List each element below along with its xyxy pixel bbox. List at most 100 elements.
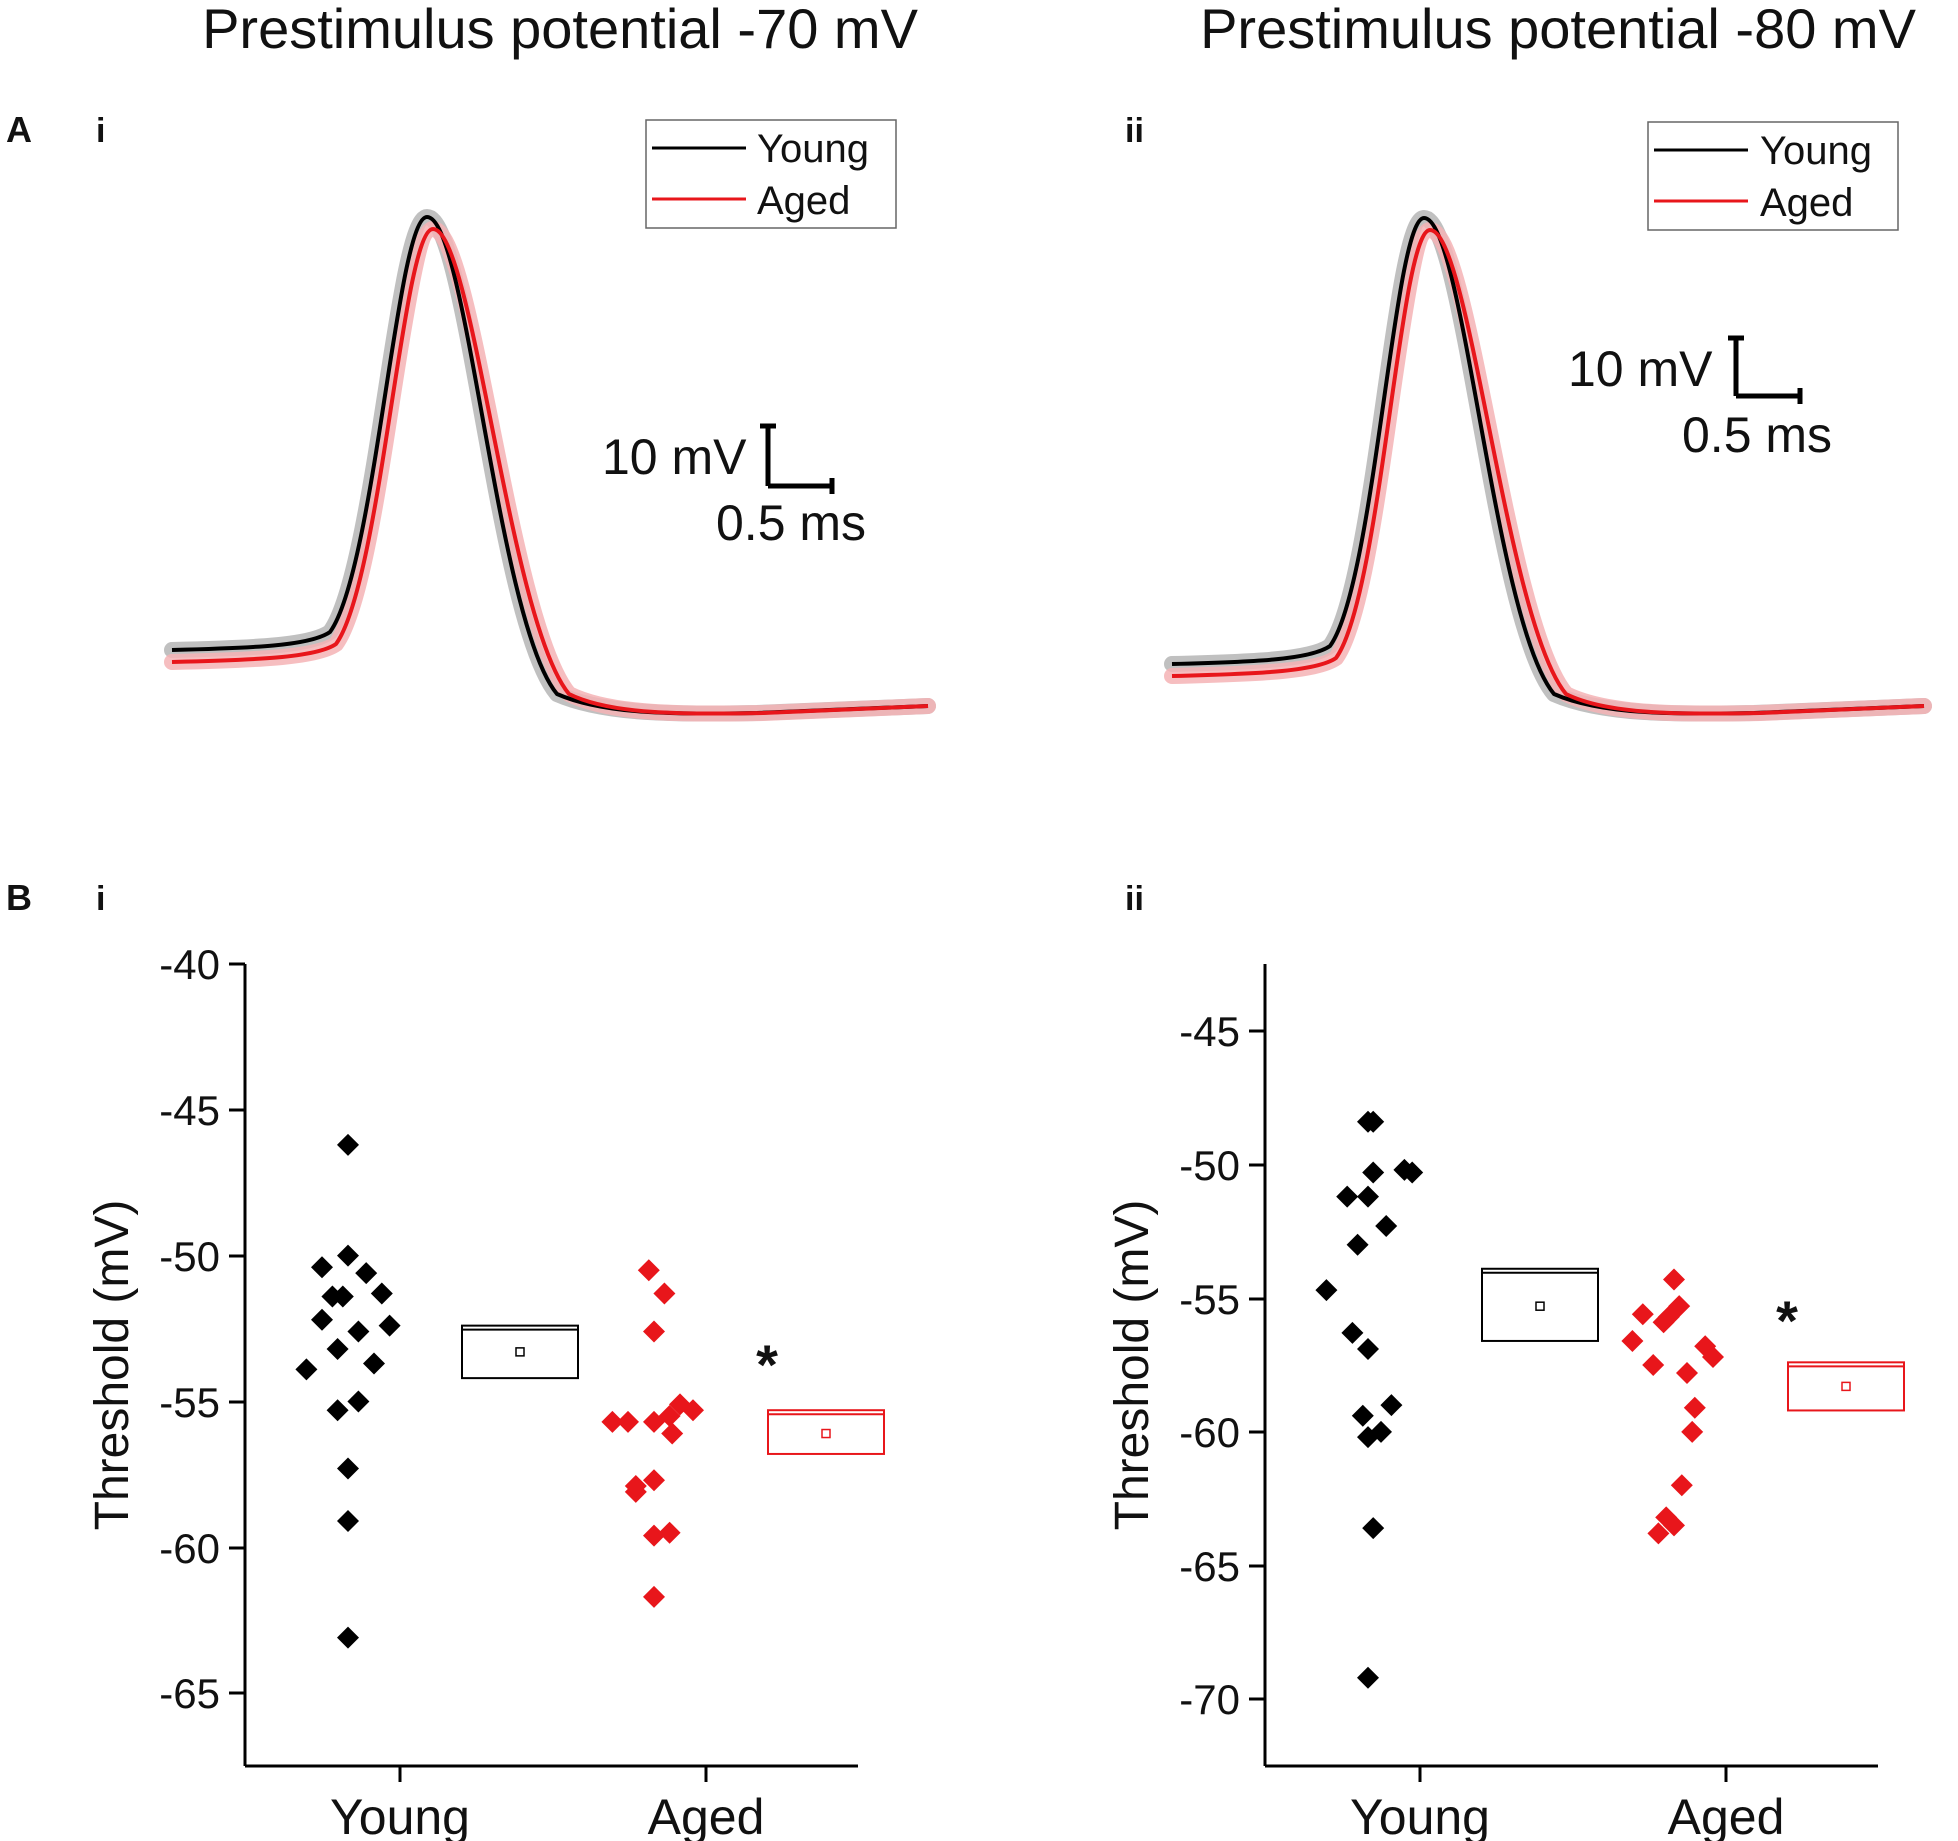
scale-time-label-Ai: 0.5 ms <box>716 495 866 551</box>
data-point-aged-Bi-7 <box>643 1524 665 1547</box>
data-point-young-Bii-8 <box>1357 1337 1379 1360</box>
data-point-aged-Bii-13 <box>1683 1396 1706 1419</box>
y-ticks-Bi: -40 -45 -50 -55 -60 -65 <box>159 941 245 1717</box>
data-point-young-Bii-12 <box>1362 1517 1385 1540</box>
y-tick-label-Bi-2: -50 <box>159 1233 220 1280</box>
mean-marker-aged-Bii <box>1841 1381 1851 1392</box>
points-Bi <box>295 1133 704 1649</box>
summary-box-young-Bi <box>461 1324 579 1380</box>
panel-Aii: Young Aged 10 mV 0.5 ms <box>1164 121 1932 722</box>
y-tick-label-Bii-0: -45 <box>1179 1008 1240 1055</box>
data-point-young-Bi-15 <box>363 1352 385 1375</box>
sub-label-Bi: i <box>96 880 105 918</box>
data-point-aged-Bi-1 <box>617 1410 639 1433</box>
summary-boxes-Bii <box>1481 1267 1905 1412</box>
data-point-young-Bi-1 <box>311 1256 333 1279</box>
panel-label-A: A <box>6 109 32 150</box>
scale-time-label-Aii: 0.5 ms <box>1682 407 1832 463</box>
panel-Bi: -40 -45 -50 -55 -60 -65 Young Aged Thres… <box>86 941 885 1841</box>
legend-young-label-Aii: Young <box>1760 129 1872 173</box>
data-point-young-Bii-1 <box>1336 1185 1359 1208</box>
data-point-aged-Bi-10 <box>653 1282 676 1305</box>
data-point-young-Bi-14 <box>355 1262 378 1285</box>
data-point-young-Bii-14 <box>1375 1214 1398 1237</box>
data-point-young-Bii-3 <box>1346 1233 1369 1256</box>
data-point-aged-Bii-9 <box>1668 1295 1691 1318</box>
trace-aged-band-Aii <box>1164 222 1932 722</box>
data-point-young-Bi-13 <box>347 1390 370 1413</box>
trace-young-band-Aii <box>1164 210 1932 722</box>
sub-label-Bii: ii <box>1125 880 1144 918</box>
trace-aged-Aii <box>1171 228 1925 716</box>
data-point-young-Bii-13 <box>1370 1420 1392 1443</box>
data-point-young-Bi-11 <box>337 1626 359 1649</box>
legend-aged-label-Ai: Aged <box>757 179 850 223</box>
scale-voltage-label-Ai: 10 mV <box>602 429 747 485</box>
data-point-young-Bii-4 <box>1351 1404 1374 1427</box>
legend-aged-label-Aii: Aged <box>1760 181 1853 225</box>
summary-box-young-Bii <box>1481 1267 1599 1342</box>
data-point-young-Bi-0 <box>295 1358 318 1381</box>
summary-box-aged-Bi <box>767 1409 885 1455</box>
x-category-aged-Bii: Aged <box>1668 1789 1785 1841</box>
data-point-young-Bi-17 <box>378 1314 401 1337</box>
data-point-aged-Bi-4 <box>637 1259 660 1282</box>
data-point-young-Bi-12 <box>347 1320 370 1343</box>
data-point-young-Bi-9 <box>337 1457 359 1480</box>
data-point-young-Bii-10 <box>1362 1110 1385 1133</box>
mean-marker-aged-Bi <box>821 1428 831 1439</box>
mean-marker-young-Bii <box>1535 1301 1545 1311</box>
data-point-aged-Bii-15 <box>1702 1345 1724 1368</box>
data-point-aged-Bii-0 <box>1621 1329 1644 1352</box>
legend-box-Ai <box>645 119 897 229</box>
data-point-aged-Bii-3 <box>1647 1522 1670 1545</box>
panel-label-B: B <box>6 877 32 918</box>
y-tick-label-Bi-1: -45 <box>159 1087 220 1134</box>
y-tick-label-Bii-1: -50 <box>1179 1142 1240 1189</box>
summary-box-aged-Bii <box>1787 1361 1905 1412</box>
data-point-aged-Bi-3 <box>624 1475 647 1498</box>
data-point-aged-Bii-8 <box>1663 1514 1685 1537</box>
title-col1: Prestimulus potential -70 mV <box>202 0 919 60</box>
data-point-young-Bii-0 <box>1315 1279 1338 1302</box>
scale-bar-Ai: 10 mV 0.5 ms <box>602 423 866 551</box>
y-tick-label-Bi-5: -65 <box>159 1670 220 1717</box>
data-point-young-Bi-5 <box>326 1399 349 1422</box>
y-axis-title-Bi: Threshold (mV) <box>86 1200 139 1531</box>
x-category-aged-Bi: Aged <box>648 1789 765 1841</box>
data-point-aged-Bii-2 <box>1642 1354 1665 1376</box>
scale-bar-Aii: 10 mV 0.5 ms <box>1568 335 1832 463</box>
data-point-young-Bi-2 <box>311 1308 333 1331</box>
sub-label-Ai: i <box>96 112 105 150</box>
data-point-young-Bii-2 <box>1341 1321 1364 1344</box>
y-tick-label-Bii-5: -70 <box>1179 1676 1240 1723</box>
trace-aged-Ai <box>171 227 929 716</box>
y-axis-title-Bii: Threshold (mV) <box>1106 1200 1159 1531</box>
y-tick-label-Bii-3: -60 <box>1179 1409 1240 1456</box>
title-col2: Prestimulus potential -80 mV <box>1200 0 1917 60</box>
data-point-young-Bii-15 <box>1380 1394 1403 1417</box>
scale-voltage-label-Aii: 10 mV <box>1568 341 1713 397</box>
data-point-aged-Bii-7 <box>1663 1268 1685 1291</box>
x-category-young-Bii: Young <box>1350 1789 1490 1841</box>
data-point-aged-Bi-9 <box>643 1469 665 1492</box>
significance-star-Bii: * <box>1776 1289 1798 1352</box>
y-tick-label-Bi-3: -55 <box>159 1379 220 1426</box>
legend-Aii: Young Aged <box>1647 121 1899 231</box>
data-point-aged-Bi-8 <box>643 1585 665 1608</box>
y-tick-label-Bi-0: -40 <box>159 941 220 988</box>
data-point-aged-Bi-13 <box>661 1422 684 1445</box>
data-point-young-Bi-7 <box>337 1133 359 1156</box>
trace-young-Aii <box>1171 216 1925 716</box>
legend-young-label-Ai: Young <box>757 127 869 171</box>
points-Bii <box>1315 1110 1724 1689</box>
data-point-aged-Bi-11 <box>658 1405 681 1428</box>
y-ticks-Bii: -45 -50 -55 -60 -65 -70 <box>1179 1008 1265 1723</box>
data-point-aged-Bii-1 <box>1631 1303 1654 1326</box>
data-point-aged-Bii-10 <box>1670 1474 1693 1497</box>
data-point-young-Bii-9 <box>1357 1666 1379 1689</box>
data-point-young-Bi-10 <box>337 1510 359 1533</box>
mean-marker-young-Bi <box>515 1347 525 1357</box>
legend-Ai: Young Aged <box>645 119 897 229</box>
summary-boxes-Bi <box>461 1324 885 1455</box>
